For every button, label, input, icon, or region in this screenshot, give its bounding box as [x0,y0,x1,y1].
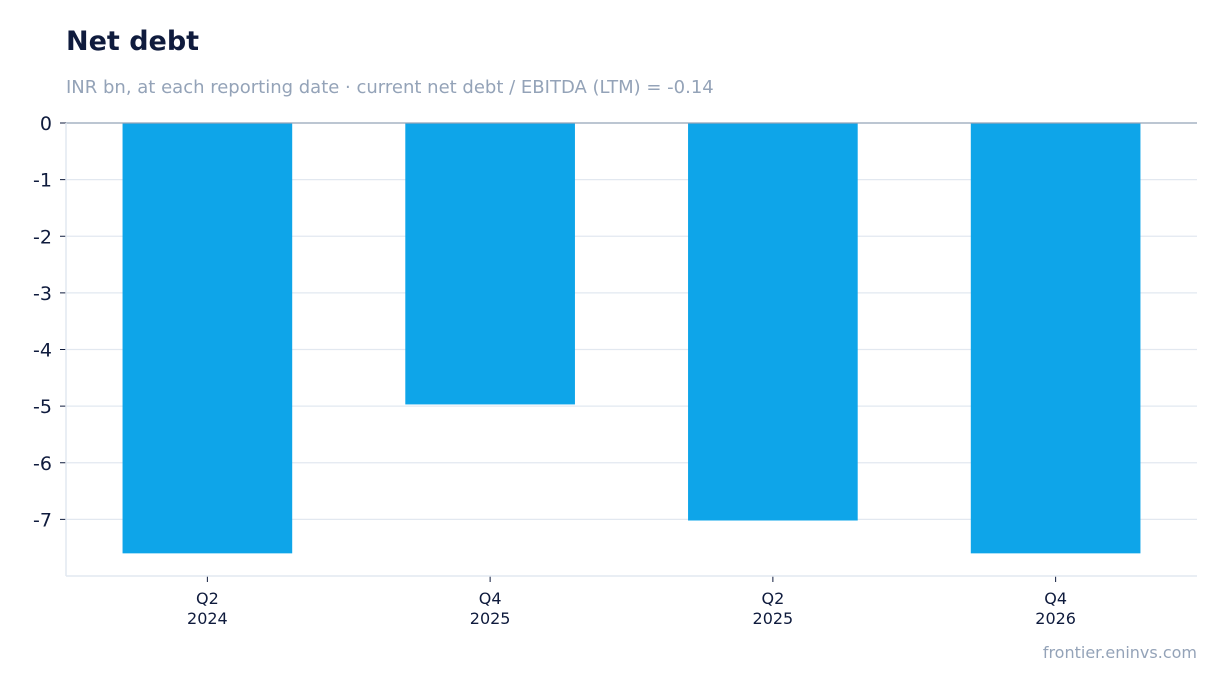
x-tick-label: 2026 [1035,609,1076,628]
y-tick-label: -5 [33,396,52,418]
bars [122,123,1141,554]
y-tick-label: -6 [33,453,52,475]
x-tick-label: 2024 [187,609,228,628]
x-tick-label: 2025 [470,609,511,628]
y-tick-label: -3 [33,283,52,305]
x-tick-label: Q2 [196,589,219,608]
bar [405,123,575,405]
y-tick-label: -1 [33,170,52,192]
chart-title: Net debt [66,26,200,57]
y-tick-label: -2 [33,226,52,248]
x-tick-label: Q4 [1044,589,1067,608]
bar [970,123,1141,554]
x-tick-label: Q4 [479,589,502,608]
source-credit: frontier.eninvs.com [1042,643,1197,662]
y-tick-label: 0 [40,113,52,135]
y-tick-label: -7 [33,509,52,531]
x-tick-label: 2025 [753,609,794,628]
y-tick-label: -4 [33,340,52,362]
bar [122,123,293,554]
axes [60,122,1197,582]
bar [688,123,858,521]
x-tick-label: Q2 [761,589,784,608]
chart-subtitle: INR bn, at each reporting date · current… [66,77,714,98]
